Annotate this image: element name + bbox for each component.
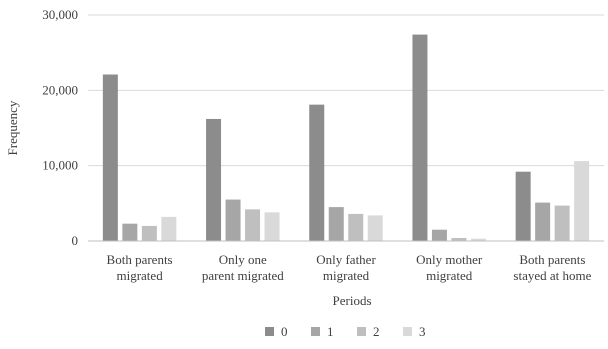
legend-label: 2 xyxy=(373,324,380,339)
bar-series-1 xyxy=(328,207,344,241)
bar-series-1 xyxy=(431,229,447,241)
bar-series-2 xyxy=(451,237,467,241)
legend-swatch-2 xyxy=(357,327,366,336)
category-label: Only mother migrated xyxy=(416,252,483,283)
y-tick-label: 10,000 xyxy=(42,158,78,173)
bar-series-3 xyxy=(470,238,486,241)
y-axis-ticks: 0 10,000 20,000 30,000 xyxy=(42,7,78,248)
bar-series-0 xyxy=(309,104,325,241)
gridlines xyxy=(88,14,604,167)
bar-series-3 xyxy=(367,215,383,241)
y-tick-label: 20,000 xyxy=(42,82,78,97)
legend: 0 1 2 3 xyxy=(265,324,426,339)
legend-label: 3 xyxy=(419,324,426,339)
x-axis-categories: Both parents migrated Only one parent migra… xyxy=(107,252,592,283)
category-label: Only one parent migrated xyxy=(202,252,284,283)
category-label: Both parents stayed at home xyxy=(513,252,591,283)
bar-series-0 xyxy=(206,118,222,241)
bars xyxy=(102,34,590,241)
x-axis-title: Periods xyxy=(333,293,372,308)
bar-series-0 xyxy=(515,171,531,241)
bar-series-2 xyxy=(245,209,261,241)
category-label: Only father migrated xyxy=(316,252,376,283)
bar-series-2 xyxy=(554,205,570,241)
y-axis-title: Frequency xyxy=(5,100,20,155)
bar-series-0 xyxy=(412,34,428,241)
bar-series-3 xyxy=(574,161,590,241)
legend-label: 0 xyxy=(281,324,288,339)
category-label: Both parents migrated xyxy=(107,252,173,283)
bar-series-2 xyxy=(141,225,157,241)
legend-swatch-0 xyxy=(265,327,274,336)
bar-series-3 xyxy=(264,212,280,241)
bar-series-3 xyxy=(161,216,177,241)
legend-swatch-3 xyxy=(403,327,412,336)
y-tick-label: 0 xyxy=(72,233,79,248)
bar-series-2 xyxy=(348,213,364,241)
legend-label: 1 xyxy=(327,324,334,339)
bar-series-0 xyxy=(102,74,118,241)
bar-series-1 xyxy=(225,199,241,241)
y-tick-label: 30,000 xyxy=(42,7,78,22)
legend-swatch-1 xyxy=(311,327,320,336)
bar-series-1 xyxy=(122,223,138,241)
bar-series-1 xyxy=(535,202,551,241)
